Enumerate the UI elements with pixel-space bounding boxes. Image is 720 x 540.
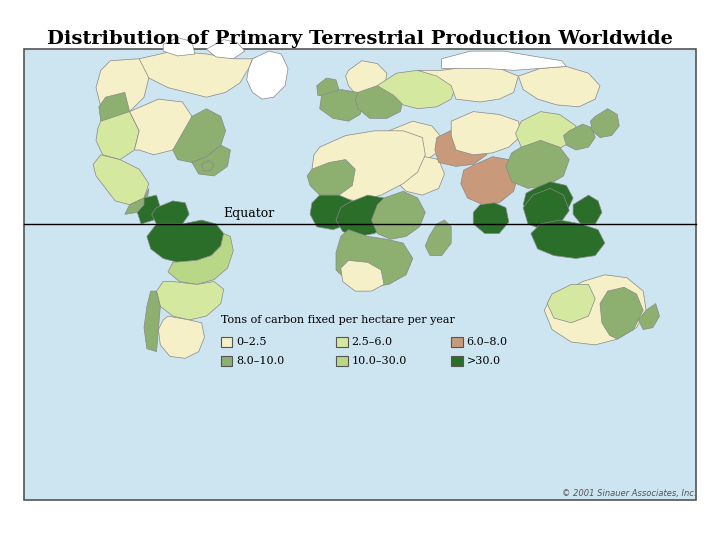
Polygon shape: [163, 38, 195, 56]
Polygon shape: [336, 195, 394, 237]
Polygon shape: [310, 195, 355, 230]
Bar: [24, 49, 696, 501]
Bar: [221, 337, 233, 347]
Polygon shape: [173, 109, 225, 163]
Text: >30.0: >30.0: [467, 356, 500, 366]
Bar: [451, 356, 463, 366]
Polygon shape: [192, 145, 230, 176]
Polygon shape: [320, 90, 365, 121]
Polygon shape: [531, 220, 605, 259]
Bar: [336, 356, 348, 366]
Polygon shape: [564, 124, 595, 150]
Polygon shape: [381, 121, 441, 164]
Text: 0–2.5: 0–2.5: [236, 337, 266, 347]
Polygon shape: [506, 140, 570, 188]
Polygon shape: [202, 160, 214, 171]
Polygon shape: [93, 155, 149, 205]
Text: 10.0–30.0: 10.0–30.0: [351, 356, 407, 366]
Text: 2.5–6.0: 2.5–6.0: [351, 337, 392, 347]
Polygon shape: [336, 230, 413, 287]
Polygon shape: [523, 181, 573, 220]
Polygon shape: [600, 287, 643, 339]
Text: 6.0–8.0: 6.0–8.0: [467, 337, 508, 347]
Polygon shape: [523, 188, 570, 230]
Polygon shape: [435, 128, 490, 166]
Polygon shape: [168, 233, 233, 285]
Polygon shape: [573, 195, 602, 224]
Polygon shape: [377, 70, 456, 109]
Polygon shape: [96, 112, 139, 160]
Polygon shape: [394, 157, 444, 195]
Polygon shape: [125, 188, 149, 214]
Polygon shape: [426, 220, 451, 255]
Polygon shape: [518, 66, 600, 107]
Polygon shape: [147, 220, 224, 262]
Polygon shape: [441, 51, 567, 70]
Bar: [336, 337, 348, 347]
Polygon shape: [639, 303, 660, 329]
Text: 8.0–10.0: 8.0–10.0: [236, 356, 284, 366]
Polygon shape: [130, 99, 192, 155]
Polygon shape: [138, 195, 161, 224]
Polygon shape: [96, 59, 149, 117]
Polygon shape: [372, 191, 426, 239]
Polygon shape: [135, 51, 253, 97]
Polygon shape: [144, 291, 161, 352]
Text: Distribution of Primary Terrestrial Production Worldwide: Distribution of Primary Terrestrial Prod…: [47, 30, 673, 48]
Text: Equator: Equator: [224, 207, 275, 220]
Polygon shape: [312, 131, 426, 201]
Polygon shape: [451, 112, 521, 155]
Text: © 2001 Sinauer Associates, Inc.: © 2001 Sinauer Associates, Inc.: [562, 489, 696, 498]
Bar: [221, 356, 233, 366]
Polygon shape: [152, 201, 189, 227]
Polygon shape: [341, 260, 384, 291]
Text: Tons of carbon fixed per hectare per year: Tons of carbon fixed per hectare per yea…: [221, 315, 454, 325]
Polygon shape: [473, 203, 509, 233]
Polygon shape: [544, 275, 646, 345]
Polygon shape: [317, 78, 339, 97]
Polygon shape: [99, 92, 130, 126]
Polygon shape: [156, 281, 224, 320]
Polygon shape: [346, 60, 387, 99]
Polygon shape: [418, 66, 518, 102]
Polygon shape: [590, 109, 619, 138]
Bar: [451, 337, 463, 347]
Polygon shape: [207, 39, 245, 59]
Polygon shape: [307, 160, 355, 195]
Polygon shape: [355, 86, 403, 118]
Polygon shape: [247, 51, 288, 99]
Polygon shape: [516, 112, 576, 153]
Polygon shape: [158, 316, 204, 359]
Polygon shape: [547, 285, 595, 323]
Polygon shape: [461, 157, 518, 205]
